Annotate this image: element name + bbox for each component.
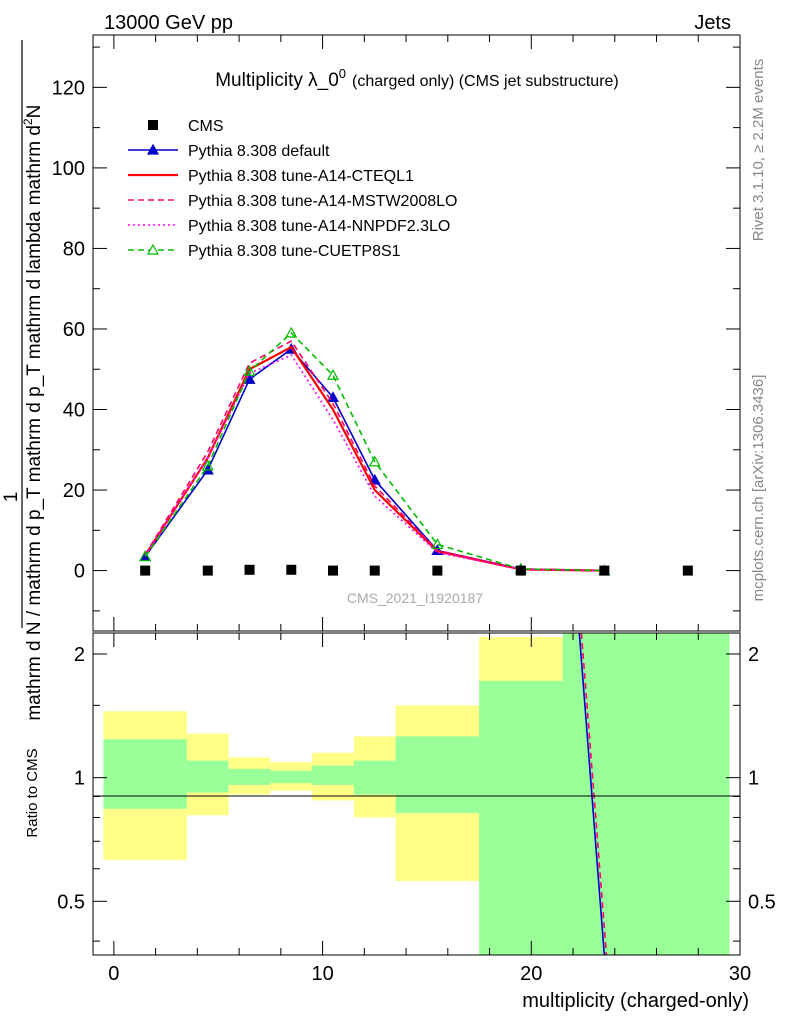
band-inner [562, 633, 730, 955]
main-title-sup: 0 [339, 66, 346, 81]
legend: CMS Pythia 8.308 default Pythia 8.308 tune… [128, 118, 457, 260]
y-tick-label: 120 [52, 77, 85, 99]
ratio-y-tick-label-right: 0.5 [748, 891, 776, 913]
marker-cuetp8s1 [285, 326, 298, 338]
watermark: CMS_2021_I1920187 [347, 590, 483, 606]
y-label-top-b: N [24, 105, 45, 119]
band-inner [353, 760, 396, 795]
data-point [369, 565, 380, 576]
y-tick-label: 100 [52, 158, 85, 180]
y-label-top-sup: 2 [21, 118, 35, 125]
mcplots-label: mcplots.cern.ch [arXiv:1306.3436] [750, 375, 767, 602]
ratio-ticks: 0.5 0.51 12 20 10 20 30 [57, 633, 776, 985]
marker-cuetp8s1 [139, 550, 152, 562]
header-right: Jets [694, 12, 731, 34]
band-inner [479, 680, 563, 955]
main-plot: 0 20 40 60 80 100 120 [52, 34, 741, 632]
series-line-cteql1 [144, 345, 605, 572]
data-point [432, 565, 443, 576]
marker-cuetp8s1 [326, 369, 340, 380]
main-y-ticks: 0 20 40 60 80 100 120 [52, 35, 741, 631]
legend-marker-cuetp8s1 [146, 243, 160, 255]
main-data-points [140, 564, 693, 576]
main-y-label: mathrm d2N 1 mathrm d N / mathrm d p_T m… [1, 40, 45, 721]
main-plot-frame [92, 34, 741, 632]
data-point [140, 565, 151, 576]
band-inner [395, 736, 480, 814]
y-label-bottom: mathrm d N / mathrm d p_T mathrm d p_T m… [24, 211, 45, 721]
y-tick-label: 0 [74, 561, 85, 583]
series-line-cuetp8s1 [144, 331, 605, 572]
data-point [328, 565, 339, 576]
legend-marker-default [146, 143, 160, 155]
y-label-one: 1 [1, 492, 22, 503]
data-point [599, 565, 610, 576]
y-tick-label: 60 [63, 319, 85, 341]
y-label-top: mathrm d2N [21, 105, 45, 206]
ratio-bands [103, 633, 730, 955]
legend-label-nnpdf: Pythia 8.308 tune-A14-NNPDF2.3LO [188, 218, 450, 235]
ratio-line-mstw [580, 632, 608, 956]
marker-cuetp8s1 [201, 459, 214, 471]
marker-default [368, 473, 381, 485]
main-title-text: Multiplicity λ_0 [215, 70, 339, 91]
ratio-plot: 0.5 0.51 12 20 10 20 30 [57, 632, 776, 985]
ratio-y-tick-label: 1 [74, 768, 85, 790]
rivet-label: Rivet 3.1.10, ≥ 2.2M events [750, 59, 767, 242]
main-title-suffix: (charged only) (CMS jet substructure) [352, 73, 619, 90]
data-point [515, 565, 526, 576]
band-inner [186, 760, 229, 793]
x-tick-label: 10 [311, 963, 333, 985]
marker-cuetp8s1 [368, 455, 381, 467]
ratio-y-tick-label-right: 1 [748, 768, 759, 790]
y-label-top-a: mathrm d [24, 125, 45, 205]
ratio-y-tick-label: 0.5 [57, 891, 85, 913]
marker-cuetp8s1 [243, 365, 256, 376]
legend-label-default: Pythia 8.308 default [188, 143, 330, 160]
data-point [682, 565, 693, 576]
data-point [202, 565, 213, 576]
main-series [139, 326, 611, 576]
ratio-plot-frame [92, 632, 741, 956]
x-tick-label: 20 [520, 963, 542, 985]
ratio-line-default [578, 632, 606, 956]
y-tick-label: 40 [63, 400, 85, 422]
series-line-default [144, 348, 605, 572]
legend-label-mstw: Pythia 8.308 tune-A14-MSTW2008LO [188, 193, 457, 210]
band-inner [312, 765, 354, 785]
ratio-lines [578, 632, 608, 956]
y-tick-label: 80 [63, 238, 85, 260]
y-tick-label: 20 [63, 480, 85, 502]
main-title: Multiplicity λ_00 (charged only) (CMS jet… [215, 66, 619, 91]
band-inner [270, 770, 313, 784]
ratio-y-tick-label: 2 [74, 644, 85, 666]
x-tick-label: 0 [108, 963, 119, 985]
ratio-y-label: Ratio to CMS [24, 748, 41, 837]
legend-label-data: CMS [188, 118, 224, 135]
legend-label-cteql1: Pythia 8.308 tune-A14-CTEQL1 [188, 168, 414, 185]
series-line-nnpdf [144, 354, 605, 572]
legend-label-cuetp8s1: Pythia 8.308 tune-CUETP8S1 [188, 243, 401, 260]
x-axis-label: multiplicity (charged-only) [522, 990, 749, 1012]
series-line-mstw [144, 340, 605, 572]
band-inner [103, 739, 187, 809]
legend-marker-data [148, 120, 158, 130]
band-inner [228, 768, 271, 785]
header-left: 13000 GeV pp [104, 12, 233, 34]
data-point [244, 564, 255, 575]
marker-cuetp8s1 [431, 538, 444, 550]
data-point [286, 564, 297, 575]
ratio-y-tick-label-right: 2 [748, 644, 759, 666]
x-tick-label: 30 [729, 963, 751, 985]
